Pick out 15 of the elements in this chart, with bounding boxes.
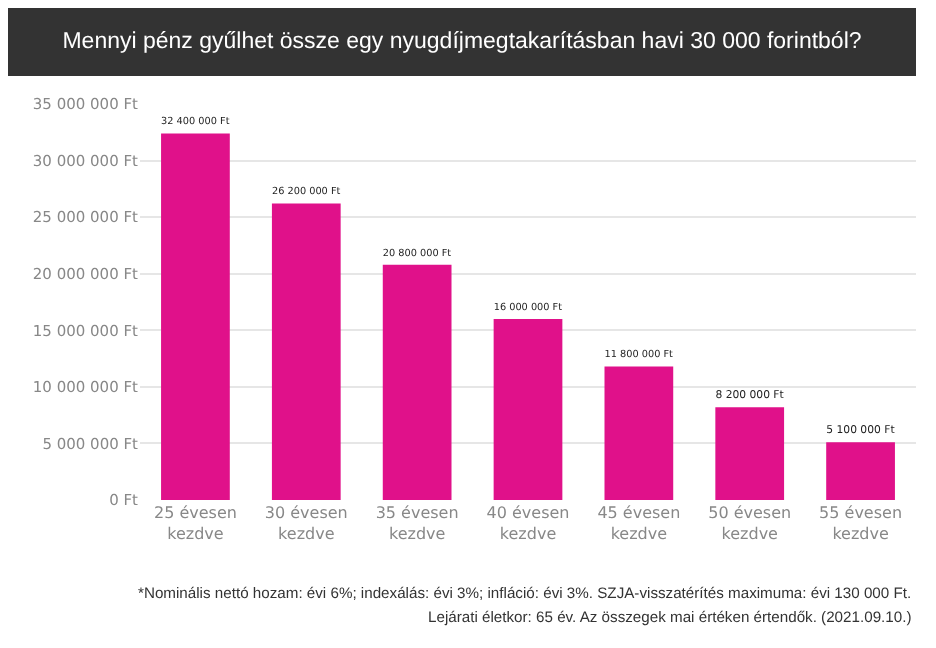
x-tick-label: 25 évesen kezdve: [153, 504, 237, 543]
bar: [826, 442, 895, 500]
bar: [161, 133, 230, 500]
x-tick-label: 50 évesen kezdve: [708, 504, 792, 543]
bar: [382, 264, 452, 500]
bar: [493, 318, 563, 500]
x-tick-label: 35 évesen kezdve: [375, 504, 459, 543]
x-tick-label: 45 évesen kezdve: [597, 504, 681, 543]
x-tick-label: 30 évesen kezdve: [264, 504, 348, 543]
bar: [604, 366, 674, 500]
chart-title: Mennyi pénz gyűlhet össze egy nyugdíjmegtakarításban havi 30 000 forintból?: [8, 8, 916, 76]
x-tick-label: 55 évesen kezdve: [819, 504, 903, 543]
x-tick-label: 40 évesen kezdve: [486, 504, 570, 543]
bar: [715, 407, 785, 500]
bar: [271, 203, 341, 500]
